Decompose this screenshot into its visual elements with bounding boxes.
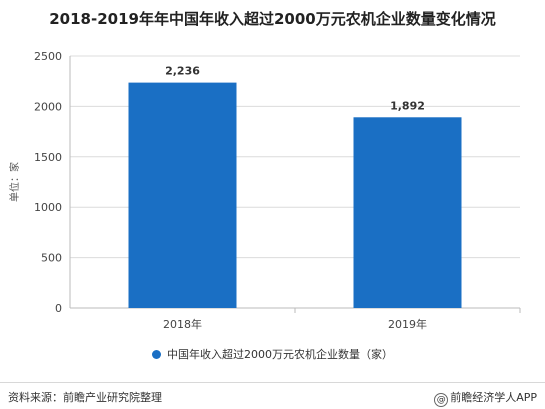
bar-chart: 0 500 1000 1500 2000 2500 2018年 2019年 2,236 1,89…: [8, 50, 521, 331]
y-tick-label: 500: [41, 252, 62, 265]
brand-name: 前瞻经济学人APP: [450, 391, 537, 404]
legend: 中国年收入超过2000万元农机企业数量（家）: [0, 346, 545, 362]
data-labels: 2,236 1,892: [165, 65, 425, 113]
y-axis-label: 单位：家: [8, 162, 21, 202]
y-tick-label: 1000: [34, 201, 62, 214]
legend-label: 中国年收入超过2000万元农机企业数量（家）: [167, 348, 393, 361]
x-tick-label: 2018年: [163, 317, 202, 331]
x-tick-label: 2019年: [388, 317, 427, 331]
bar: [353, 117, 462, 308]
y-tick-label: 2500: [34, 50, 62, 63]
y-tick-label: 2000: [34, 100, 62, 113]
chart-title: 2018-2019年年中国年收入超过2000万元农机企业数量变化情况: [49, 10, 496, 28]
bar: [128, 82, 237, 308]
y-tick-label: 0: [55, 302, 62, 315]
bar-value-label: 2,236: [165, 65, 200, 78]
footer: 资料来源：前瞻产业研究院整理 @ 前瞻经济学人APP: [0, 382, 545, 409]
bar-value-label: 1,892: [390, 99, 425, 112]
brand-credit: @ 前瞻经济学人APP: [434, 389, 537, 407]
legend-swatch: [152, 350, 161, 359]
y-tick-label: 1500: [34, 151, 62, 164]
source-note: 资料来源：前瞻产业研究院整理: [8, 391, 162, 404]
bars: [128, 82, 462, 308]
chart-area: 0 500 1000 1500 2000 2500 2018年 2019年 2,236 1,89…: [0, 36, 545, 336]
brand-mark-icon: @: [434, 393, 449, 407]
